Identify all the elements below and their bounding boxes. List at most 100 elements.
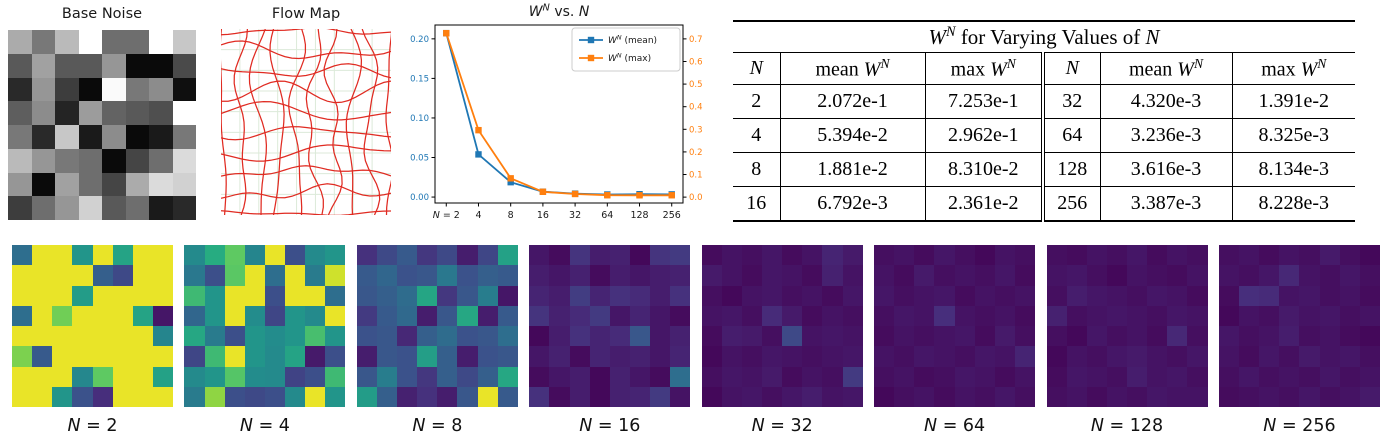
heatmap-cell xyxy=(994,386,1015,407)
base-noise-cell xyxy=(31,77,55,102)
heatmap-cell xyxy=(741,326,763,347)
heatmap-cell xyxy=(569,326,590,347)
heatmap-label: N = 4 xyxy=(239,416,290,436)
heatmap-cell xyxy=(184,366,205,387)
heatmap-cell xyxy=(1127,326,1148,347)
heatmap-cell xyxy=(529,366,550,387)
heatmap-cell xyxy=(132,265,153,286)
table-title: WN for Varying Values of N xyxy=(733,20,1356,53)
heatmap-cell xyxy=(1339,346,1360,367)
heatmap-cell xyxy=(72,285,93,306)
chart-legend: WN (mean) WN (max) xyxy=(571,27,681,72)
heatmap-cell xyxy=(650,305,671,326)
heatmap-cell xyxy=(589,265,610,286)
heatmap-cell xyxy=(1299,366,1320,387)
heatmap-cell xyxy=(802,386,823,407)
heatmap-cell xyxy=(417,285,438,306)
flow-line-vertical xyxy=(361,29,381,215)
table-cell: 2.361e-2 xyxy=(924,186,1044,222)
flow-line-horizontal xyxy=(221,63,391,79)
heatmap-cell xyxy=(397,366,418,387)
heatmap-cell xyxy=(224,346,245,367)
heatmap-cell xyxy=(457,346,478,367)
table-cell: 256 xyxy=(1041,186,1101,222)
heatmap-cell xyxy=(1147,386,1168,407)
heatmap-cell xyxy=(477,305,498,326)
heatmap-cell xyxy=(549,366,570,387)
base-noise-cell xyxy=(102,53,126,78)
heatmap-cell xyxy=(1167,386,1188,407)
heatmap-cell xyxy=(589,285,610,306)
heatmap-cell xyxy=(762,285,783,306)
heatmap-cell xyxy=(12,265,33,286)
heatmap-cell xyxy=(1299,305,1320,326)
heatmap-panel-256: N = 256 xyxy=(1218,245,1380,436)
heatmap-image xyxy=(12,245,173,407)
heatmap-cell xyxy=(1106,245,1128,266)
table-row: 16 6.792e-3 2.361e-2 256 3.387e-3 8.228e-3 xyxy=(733,186,1356,222)
base-noise-cell xyxy=(172,30,196,54)
heatmap-cell xyxy=(762,326,783,347)
right-tick-label: 0.1 xyxy=(689,171,703,181)
heatmap-cell xyxy=(782,346,803,367)
flow-map-title: Flow Map xyxy=(271,6,341,22)
heatmap-cell xyxy=(1279,326,1300,347)
heatmap-cell xyxy=(417,305,438,326)
heatmap-cell xyxy=(1359,245,1380,266)
heatmap-cell xyxy=(954,386,975,407)
series-marker xyxy=(571,190,579,198)
heatmap-cell xyxy=(842,326,863,347)
heatmap-cell xyxy=(1046,305,1067,326)
heatmap-cell xyxy=(1319,366,1340,387)
base-noise-cell xyxy=(31,30,55,54)
heatmap-cell xyxy=(1046,285,1067,306)
heatmap-cell xyxy=(589,245,610,266)
heatmap-cell xyxy=(497,386,518,407)
heatmap-cell xyxy=(934,285,955,306)
table-cell: 3.616e-3 xyxy=(1099,152,1233,187)
base-noise-cell xyxy=(125,53,149,78)
heatmap-cell xyxy=(224,265,245,286)
heatmap-cell xyxy=(1014,245,1036,266)
heatmap-cell xyxy=(1259,366,1280,387)
heatmap-cell xyxy=(1014,285,1036,306)
heatmap-cell xyxy=(224,245,245,266)
heatmap-cell xyxy=(1106,386,1128,407)
heatmap-cell xyxy=(1106,366,1128,387)
heatmap-cell xyxy=(244,285,265,306)
table-row: 2 2.072e-1 7.253e-1 32 4.320e-3 1.391e-2 xyxy=(733,84,1356,119)
heatmap-cell xyxy=(670,366,691,387)
heatmap-cell xyxy=(497,346,518,367)
heatmap-cell xyxy=(285,326,306,347)
table-cell: 64 xyxy=(1041,118,1101,153)
heatmap-cell xyxy=(305,285,326,306)
heatmap-cell xyxy=(1319,245,1340,266)
base-noise-cell xyxy=(172,196,196,220)
heatmap-cell xyxy=(650,386,671,407)
heatmap-cell xyxy=(721,305,742,326)
heatmap-cell xyxy=(52,386,73,407)
heatmap-cell xyxy=(356,265,377,286)
heatmap-cell xyxy=(1046,386,1067,407)
heatmap-cell xyxy=(1127,245,1148,266)
heatmap-cell xyxy=(721,326,742,347)
heatmap-cell xyxy=(670,305,691,326)
heatmap-cell xyxy=(1218,386,1240,407)
heatmap-label: N = 32 xyxy=(751,416,813,436)
right-tick-label: 0.3 xyxy=(689,125,703,135)
heatmap-cell xyxy=(325,386,346,407)
base-noise-cell xyxy=(172,77,196,102)
flow-map-image xyxy=(221,29,391,215)
heatmap-cell xyxy=(152,245,173,266)
heatmap-cell xyxy=(1259,326,1280,347)
heatmap-cell xyxy=(741,346,763,367)
heatmap-label: N = 2 xyxy=(67,416,118,436)
base-noise-cell xyxy=(125,125,149,149)
heatmap-cell xyxy=(92,265,113,286)
heatmap-cell xyxy=(437,366,458,387)
heatmap-cell xyxy=(12,305,33,326)
heatmap-cell xyxy=(397,285,418,306)
flow-line-vertical xyxy=(345,29,363,215)
table-cell: 2.072e-1 xyxy=(779,84,926,119)
